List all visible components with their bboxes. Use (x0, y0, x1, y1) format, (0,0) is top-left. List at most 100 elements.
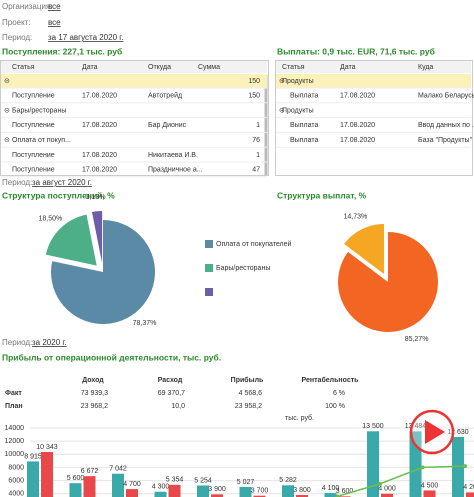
column-header: Куда (418, 64, 433, 71)
y-tick-label: 14000 (5, 425, 25, 432)
filter-label: Период: (2, 178, 32, 187)
column-header: Доход (82, 377, 104, 384)
filter-value[interactable]: все (48, 2, 61, 11)
cell: Никитаева И.В. (148, 152, 198, 159)
bar (197, 485, 209, 497)
column-header: Расход (158, 377, 183, 384)
bar (423, 490, 436, 497)
bar (367, 431, 379, 497)
table-frame (275, 60, 473, 176)
cell: Поступление (12, 122, 55, 129)
cell: Малако Беларусь (418, 93, 474, 100)
cell: 4 568,6 (239, 390, 262, 397)
cell: 17.08.2020 (82, 152, 117, 159)
section-title: Прибыль от операционной деятельности, ты… (2, 352, 221, 362)
line-series (337, 465, 466, 497)
expand-icon: ⊝ (279, 78, 285, 85)
bar (253, 495, 266, 497)
bar (239, 486, 252, 497)
bar-value-label: 6 672 (81, 468, 99, 475)
bar-value-label: 8 915 (24, 453, 42, 460)
bar-value-label: 4 000 (378, 486, 396, 493)
bar (168, 484, 181, 497)
section-title: Поступления: 227,1 тыс. руб (2, 46, 122, 56)
bar (282, 485, 294, 497)
bar (27, 461, 39, 497)
filter-value[interactable]: все (48, 18, 61, 27)
filter-value[interactable]: за август 2020 г. (32, 178, 92, 187)
legend-label: Бары/рестораны (216, 265, 270, 272)
bar-value-label: 5 254 (194, 477, 212, 484)
bar (381, 493, 393, 497)
bar (466, 492, 474, 497)
pie-slice (344, 223, 384, 274)
cell: 17.08.2020 (340, 122, 375, 129)
bar-value-label: 13 500 (362, 423, 384, 430)
cell: Поступление (12, 93, 55, 100)
column-header: Откуда (148, 64, 171, 71)
legend-label: Оплата от покупателей (216, 240, 292, 248)
cell: Выплата (290, 122, 318, 129)
bar (296, 495, 308, 497)
chart-title: Структура поступлений, % (2, 190, 115, 200)
cell: Автотрейд (148, 92, 182, 100)
bar-value-label: 5 354 (166, 477, 184, 484)
line-point (420, 465, 425, 470)
cell: База "Продукты" (418, 137, 473, 144)
unit-label: тыс. руб. (285, 414, 314, 422)
cell: 23 968,2 (81, 403, 108, 410)
filter-value[interactable]: за 17 августа 2020 г. (48, 33, 123, 42)
bar-value-label: 3 900 (208, 486, 226, 493)
cell: 100 % (325, 403, 345, 410)
selected-row (276, 74, 471, 88)
column-header: Прибыль (231, 376, 264, 384)
play-icon (425, 420, 445, 444)
cell: 17.08.2020 (340, 137, 375, 144)
bar-value-label: 3 800 (293, 487, 311, 494)
y-tick-label: 6000 (8, 477, 24, 484)
column-header: Дата (340, 64, 356, 71)
bar (211, 494, 223, 497)
expand-icon: ⊝ (4, 137, 10, 144)
legend-swatch (205, 264, 213, 272)
bar-value-label: 5 600 (67, 475, 85, 482)
column-header: Статья (12, 64, 35, 71)
bar-value-label: 4 300 (152, 484, 170, 491)
y-tick-label: 8000 (8, 464, 24, 471)
bar-value-label: 13 484 (405, 423, 427, 430)
pie-slice (45, 214, 97, 266)
y-tick-label: 4000 (8, 491, 24, 497)
cell-sum: 150 (248, 93, 260, 100)
table-header-bg (276, 61, 471, 73)
table-header-bg (1, 61, 267, 73)
cell-sum: 1 (256, 122, 260, 129)
cell-sum: 1 (256, 152, 260, 159)
table-frame (0, 60, 269, 176)
legend-swatch (205, 288, 213, 296)
column-header: Статья (282, 64, 305, 71)
line-point (378, 481, 382, 486)
cell: 73 939,3 (81, 390, 108, 397)
filter-value[interactable]: за 2020 г. (32, 338, 67, 347)
slice-label: 14,73% (344, 214, 368, 221)
cell: Выплата (290, 93, 318, 100)
cell: Выплата (290, 137, 318, 144)
cell: Ввод данных по ... (418, 122, 474, 129)
bar-value-label: 4 700 (123, 481, 141, 488)
bar-value-label: 4 500 (421, 482, 439, 489)
filter-label: Период: (2, 338, 32, 347)
cell: 17.08.2020 (82, 122, 117, 129)
bar (83, 476, 96, 497)
chart-title: Структура выплат, % (277, 190, 367, 200)
bar-value-label: 4 100 (322, 485, 340, 492)
bar-value-label: 4 200 (463, 484, 474, 491)
cell: 17.08.2020 (340, 93, 375, 100)
bar-value-label: 5 027 (237, 479, 255, 486)
bar-value-label: 3 600 (336, 488, 354, 495)
pie-slice (338, 232, 439, 332)
section-title: Выплаты: 0,9 тыс. EUR, 71,6 тыс. руб (277, 46, 435, 56)
y-tick-label: 12000 (5, 438, 25, 445)
bar (41, 452, 53, 497)
expand-icon: ⊝ (4, 78, 10, 85)
